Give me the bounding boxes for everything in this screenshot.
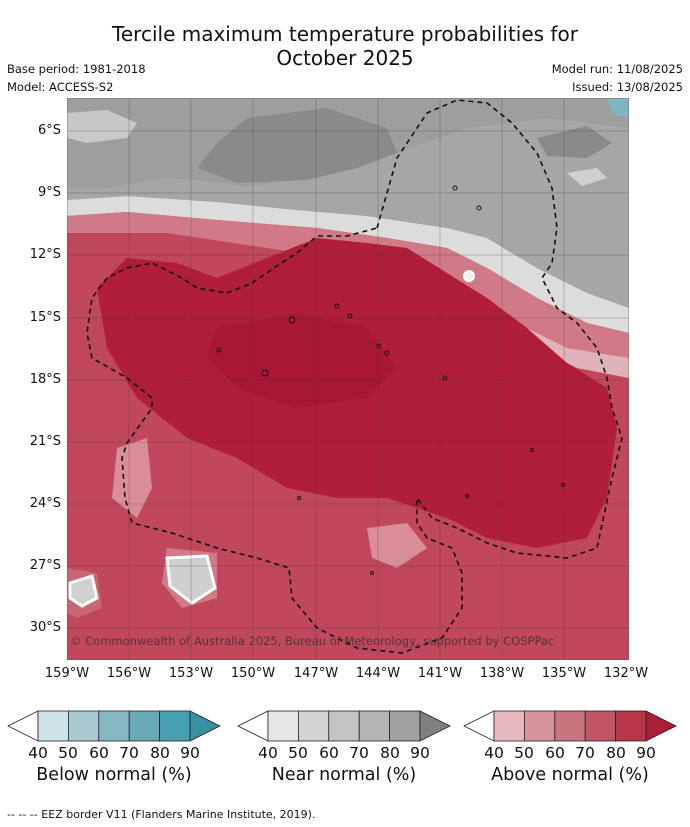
legend-swatch-high [645, 710, 677, 742]
lat-label: 6°S [37, 123, 61, 138]
lon-label: 153°W [168, 666, 214, 681]
title-line-1: Tercile maximum temperature probabilitie… [112, 22, 578, 46]
legend-swatch [493, 710, 525, 742]
probability-map [67, 98, 629, 660]
legend-tick: 60 [319, 744, 339, 762]
legend-tick: 40 [258, 744, 278, 762]
legend-tick: 50 [58, 744, 78, 762]
lon-label: 159°W [44, 666, 90, 681]
lon-label: 135°W [541, 666, 587, 681]
legend-tick: 70 [575, 744, 595, 762]
legend-swatch [554, 710, 586, 742]
near-normal-island-2 [68, 574, 99, 608]
lat-label: 21°S [29, 434, 61, 449]
near-normal-patch [567, 168, 607, 186]
island-patch [463, 270, 475, 282]
legend-ticks: 40 50 60 70 80 90 [463, 744, 677, 762]
lon-label: 147°W [293, 666, 339, 681]
copyright-note: © Commonwealth of Australia 2025, Bureau… [70, 634, 555, 648]
legend-tick: 60 [545, 744, 565, 762]
lon-label: 156°W [106, 666, 152, 681]
legend-swatch [615, 710, 647, 742]
lat-label: 9°S [37, 185, 61, 200]
legend-caption: Near normal (%) [271, 765, 417, 785]
lon-label: 138°W [479, 666, 525, 681]
legend-tick: 80 [380, 744, 400, 762]
lon-label: 150°W [230, 666, 276, 681]
legend-tick: 90 [410, 744, 430, 762]
lat-label: 18°S [29, 372, 61, 387]
above-normal-light [507, 318, 629, 378]
legend-swatch [358, 710, 390, 742]
legend-swatch [68, 710, 100, 742]
legend-tick: 70 [349, 744, 369, 762]
legend-caption: Below normal (%) [36, 765, 192, 785]
legend-tick: 40 [484, 744, 504, 762]
below-normal-patch [607, 98, 629, 118]
legend-near-normal: 40 50 60 70 80 90 Near normal (%) [237, 710, 451, 785]
legend-bar [7, 710, 221, 742]
lat-label: 30°S [29, 620, 61, 635]
transition-band [67, 196, 629, 333]
lon-label: 132°W [603, 666, 649, 681]
legend-swatch-low [463, 710, 495, 742]
map-title: Tercile maximum temperature probabilitie… [0, 22, 690, 70]
legend-tick: 50 [288, 744, 308, 762]
model-run: Model run: 11/08/2025 [551, 62, 683, 76]
legend-tick: 60 [89, 744, 109, 762]
lat-label: 27°S [29, 558, 61, 573]
legend-swatch [298, 710, 330, 742]
legend-bar [237, 710, 451, 742]
legend-tick: 90 [636, 744, 656, 762]
legend-tick: 70 [119, 744, 139, 762]
map-canvas [67, 98, 629, 660]
legend-above-normal: 40 50 60 70 80 90 Above normal (%) [463, 710, 677, 785]
legend-tick: 40 [28, 744, 48, 762]
lat-label: 15°S [29, 310, 61, 325]
legend-swatch [584, 710, 616, 742]
legend-caption: Above normal (%) [491, 765, 649, 785]
above-normal-peak [207, 313, 397, 408]
legend-swatch [328, 710, 360, 742]
legend-tick: 80 [606, 744, 626, 762]
eez-footnote: -- -- -- EEZ border V11 (Flanders Marine… [7, 808, 316, 821]
south-patch [367, 523, 427, 568]
lat-label: 24°S [29, 496, 61, 511]
island-outlines [216, 185, 565, 575]
legend-swatch [524, 710, 556, 742]
legend-swatch [98, 710, 130, 742]
legend-tick: 80 [150, 744, 170, 762]
legend-swatch [37, 710, 69, 742]
eez-border [86, 99, 623, 654]
legend-swatch-high [189, 710, 221, 742]
legend-swatch [128, 710, 160, 742]
legend-below-normal: 40 50 60 70 80 90 Below normal (%) [7, 710, 221, 785]
near-normal-dark-1 [197, 108, 397, 183]
meta-right: Model run: 11/08/2025 Issued: 13/08/2025 [552, 60, 683, 96]
lon-label: 141°W [417, 666, 463, 681]
legend-swatch-low [7, 710, 39, 742]
legend-tick: 90 [180, 744, 200, 762]
lat-label: 12°S [29, 247, 61, 262]
legend-tick: 50 [514, 744, 534, 762]
legend-swatch [267, 710, 299, 742]
legend-swatch-high [419, 710, 451, 742]
issued-date: Issued: 13/08/2025 [572, 80, 683, 94]
model-name: Model: ACCESS-S2 [7, 80, 114, 94]
near-normal-dark-2 [537, 126, 612, 158]
title-line-2: October 2025 [276, 46, 414, 70]
legend-bar [463, 710, 677, 742]
near-normal-light [67, 110, 137, 143]
base-period: Base period: 1981-2018 [7, 62, 146, 76]
meta-left: Base period: 1981-2018 Model: ACCESS-S2 [7, 60, 146, 96]
legend-swatch [389, 710, 421, 742]
legend-swatch [159, 710, 191, 742]
legend-ticks: 40 50 60 70 80 90 [7, 744, 221, 762]
lon-label: 144°W [355, 666, 401, 681]
legend-ticks: 40 50 60 70 80 90 [237, 744, 451, 762]
legend-swatch-low [237, 710, 269, 742]
gridlines [67, 98, 629, 660]
